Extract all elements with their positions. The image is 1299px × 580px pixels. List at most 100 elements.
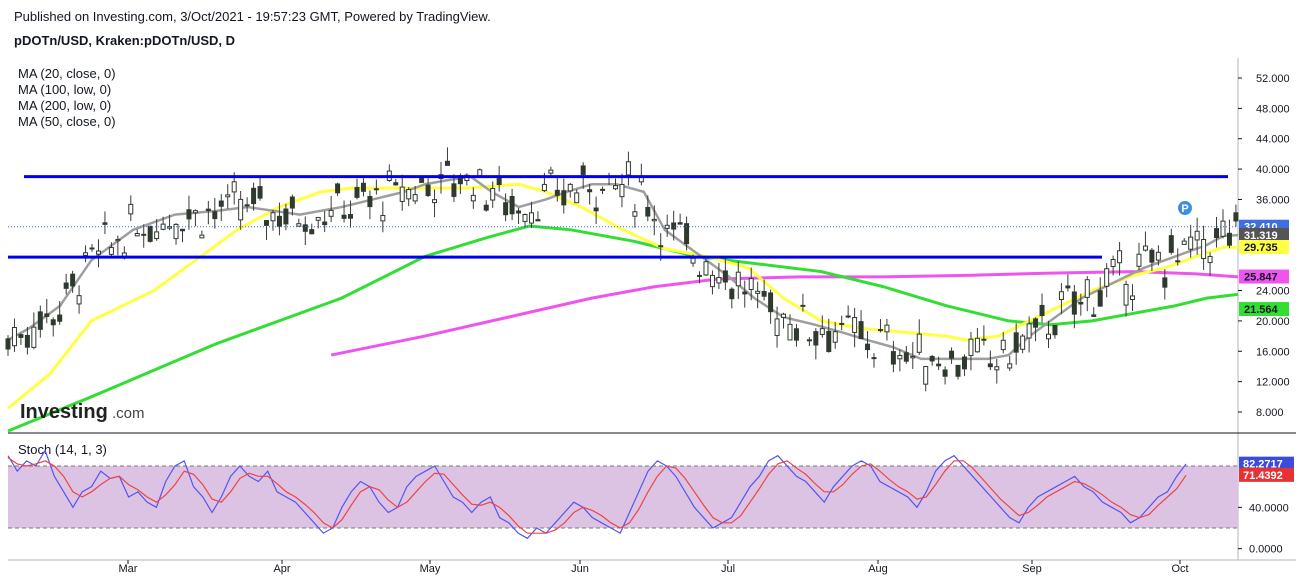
candle-up: [244, 204, 250, 207]
candle-down: [1175, 260, 1181, 263]
candle-down: [186, 209, 192, 220]
candle-up: [432, 199, 438, 204]
candle-up: [548, 169, 554, 174]
candle-down: [57, 314, 63, 322]
candle-down: [147, 225, 153, 242]
candle-down: [509, 195, 515, 215]
candle-up: [231, 181, 237, 193]
candle-up: [1110, 259, 1116, 268]
candle-up: [238, 198, 244, 221]
stoch-tick-label: 0.0000: [1249, 544, 1283, 556]
candle-down: [561, 190, 567, 206]
candle-up: [755, 290, 761, 294]
candle-down: [309, 229, 315, 235]
candle-up: [470, 194, 476, 202]
candle-down: [63, 282, 69, 289]
candle-down: [677, 222, 683, 225]
price-badge: 25.847: [1239, 269, 1289, 284]
candle-up: [923, 365, 929, 385]
candle-up: [1104, 268, 1110, 287]
time-tick-label: Mar: [119, 563, 138, 575]
candle-down: [516, 210, 522, 214]
candle-up: [167, 226, 173, 229]
p-marker-label: P: [1181, 203, 1188, 215]
price-badge-label: 21.564: [1244, 304, 1279, 316]
candle-up: [108, 247, 114, 255]
candle-down: [858, 321, 864, 340]
candle-down: [322, 221, 328, 226]
candle-up: [690, 257, 696, 264]
candle-down: [729, 288, 735, 300]
candle-down: [141, 233, 147, 236]
candle-up: [328, 209, 334, 217]
ma50-line: [7, 182, 1238, 410]
candle-up: [490, 188, 496, 201]
candle-up: [839, 322, 845, 325]
candle-up: [83, 252, 89, 256]
candle-down: [89, 247, 95, 250]
candle-up: [173, 223, 179, 240]
candle-up: [11, 326, 17, 347]
time-tick-label: Apr: [273, 563, 290, 575]
candle-down: [251, 187, 257, 205]
candle-up: [974, 337, 980, 353]
candle-up: [541, 183, 547, 192]
candle-up: [981, 338, 987, 341]
stoch-badge-label: 71.4392: [1243, 470, 1283, 482]
candle-up: [1058, 291, 1064, 301]
candle-down: [102, 222, 108, 225]
candle-up: [735, 271, 741, 287]
candle-down: [1065, 285, 1071, 289]
candle-down: [903, 352, 909, 362]
candle-down: [283, 208, 289, 225]
candle-down: [483, 204, 489, 211]
ma200-line: [330, 270, 1239, 357]
stoch-badge-bg: [1239, 456, 1294, 471]
price-tick-label: 40.000: [1256, 164, 1290, 176]
candle-down: [671, 222, 677, 230]
candle-down: [929, 356, 935, 362]
candle-down: [1013, 332, 1019, 353]
candle-up: [477, 169, 483, 177]
price-badge: 29.735: [1239, 240, 1289, 255]
stoch-tick-label: 40.0000: [1249, 502, 1289, 514]
candle-up: [651, 218, 657, 222]
candle-down: [18, 334, 24, 338]
candle-down: [5, 338, 11, 350]
p-marker-icon: [1178, 201, 1192, 215]
candle-down: [1039, 304, 1045, 317]
candle-down: [289, 196, 295, 209]
investing-logo: Investing: [20, 401, 108, 423]
candle-down: [341, 214, 347, 219]
candle-down: [1233, 212, 1239, 222]
candle-up: [852, 317, 858, 333]
price-badge-label: 25.847: [1244, 272, 1278, 284]
candle-down: [865, 343, 871, 351]
candle-down: [936, 363, 942, 367]
price-tick-label: 48.000: [1256, 103, 1290, 115]
candle-up: [910, 355, 916, 359]
candle-up: [1207, 255, 1213, 264]
price-badge: 31.319: [1239, 227, 1289, 242]
price-tick-label: 8.000: [1256, 407, 1284, 419]
price-badge: 21.564: [1239, 302, 1289, 317]
price-tick-label: 44.000: [1256, 134, 1290, 146]
price-badge-bg: [1239, 227, 1289, 242]
ma20-line: [7, 175, 1239, 361]
time-tick-label: Aug: [868, 563, 888, 575]
candle-down: [961, 356, 967, 370]
time-tick-label: Jul: [721, 563, 735, 575]
candle-up: [31, 326, 37, 348]
candle-up: [270, 212, 276, 222]
candle-up: [315, 216, 321, 221]
candle-up: [1155, 251, 1161, 261]
time-tick-label: May: [420, 563, 441, 575]
stoch-k-line: [7, 449, 1187, 540]
candle-up: [709, 274, 715, 288]
candle-down: [367, 195, 373, 208]
candle-down: [987, 363, 993, 368]
candle-up: [1007, 363, 1013, 369]
price-badge-label: 29.735: [1244, 242, 1278, 254]
price-tick-label: 24.000: [1256, 286, 1290, 298]
